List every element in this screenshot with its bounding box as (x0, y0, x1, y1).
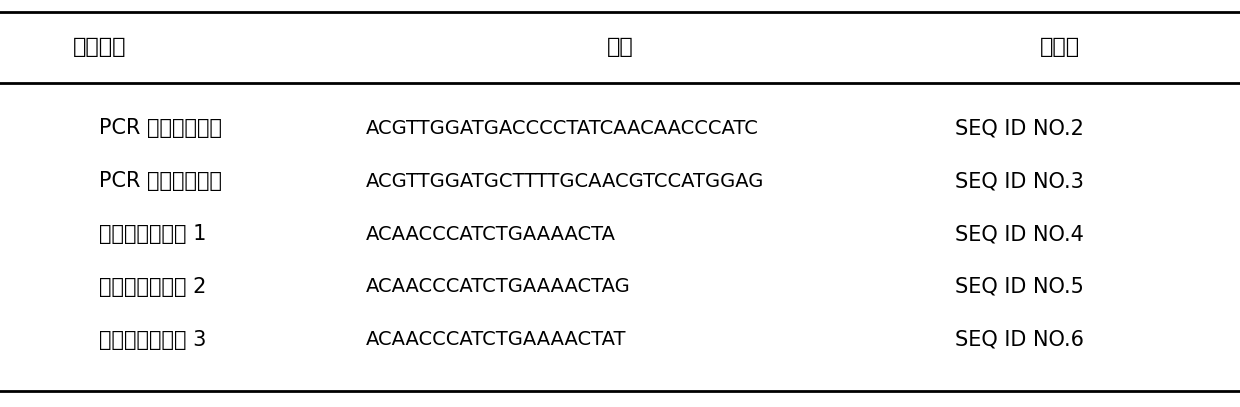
Text: 引物名称: 引物名称 (72, 37, 126, 57)
Text: SEQ ID NO.4: SEQ ID NO.4 (955, 224, 1084, 244)
Text: ACAACCCATCTGAAAACTAT: ACAACCCATCTGAAAACTAT (366, 330, 626, 349)
Text: ACAACCCATCTGAAAACTA: ACAACCCATCTGAAAACTA (366, 225, 616, 243)
Text: 单碷基延伸引物 3: 单碷基延伸引物 3 (99, 330, 207, 350)
Text: 单碷基延伸引物 2: 单碷基延伸引物 2 (99, 277, 207, 297)
Text: SEQ ID NO.3: SEQ ID NO.3 (955, 171, 1084, 191)
Text: ACGTTGGATGACCCCTATCAACAACCCATC: ACGTTGGATGACCCCTATCAACAACCCATC (366, 119, 759, 138)
Text: SEQ ID NO.5: SEQ ID NO.5 (955, 277, 1084, 297)
Text: 序列: 序列 (606, 37, 634, 57)
Text: SEQ ID NO.6: SEQ ID NO.6 (955, 330, 1084, 350)
Text: PCR 扩增下游引物: PCR 扩增下游引物 (99, 171, 222, 191)
Text: 单碷基延伸引物 1: 单碷基延伸引物 1 (99, 224, 207, 244)
Text: 序列表: 序列表 (1040, 37, 1080, 57)
Text: SEQ ID NO.2: SEQ ID NO.2 (955, 118, 1084, 138)
Text: ACGTTGGATGCTTTTGCAACGTCCATGGAG: ACGTTGGATGCTTTTGCAACGTCCATGGAG (366, 172, 764, 190)
Text: PCR 扩增上游引物: PCR 扩增上游引物 (99, 118, 222, 138)
Text: ACAACCCATCTGAAAACTAG: ACAACCCATCTGAAAACTAG (366, 278, 631, 296)
